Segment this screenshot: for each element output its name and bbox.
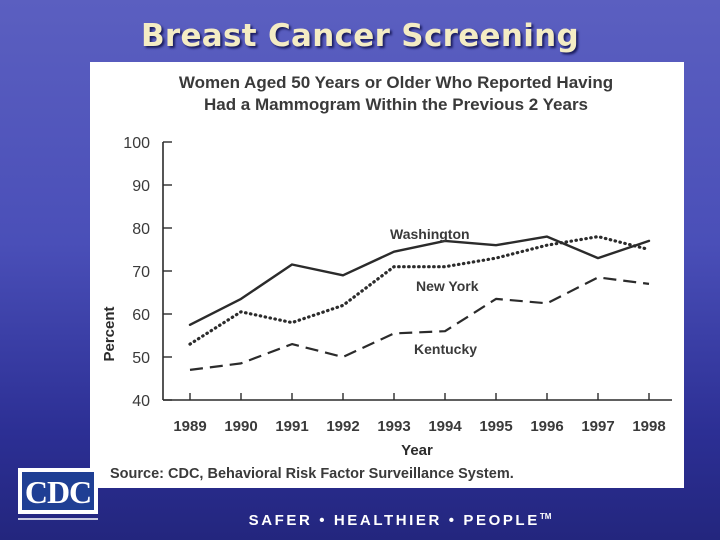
y-tick-label: 50 <box>132 350 150 367</box>
x-tick-label: 1991 <box>275 418 308 435</box>
series-lines <box>188 235 651 371</box>
cdc-logo-text: CDC <box>25 474 91 510</box>
series-line-new-york <box>188 235 651 346</box>
chart-source: Source: CDC, Behavioral Risk Factor Surv… <box>110 466 514 482</box>
x-axis-label: Year <box>401 442 433 459</box>
y-tick-label: 70 <box>132 264 150 281</box>
x-tick-label: 1992 <box>326 418 359 435</box>
slide-title: Breast Cancer Screening <box>140 18 580 54</box>
chart-title-line2: Had a Mammogram Within the Previous 2 Ye… <box>204 95 588 114</box>
y-tick-label: 80 <box>132 221 150 238</box>
cdc-logo: CDC <box>12 462 104 526</box>
y-tick-label: 40 <box>132 393 150 410</box>
chart-panel: Women Aged 50 Years or Older Who Reporte… <box>90 62 684 488</box>
x-tick-label: 1995 <box>479 418 512 435</box>
series-label-washington: Washington <box>390 226 470 242</box>
chart-axes <box>162 142 672 401</box>
series-label-kentucky: Kentucky <box>414 341 477 357</box>
y-tick-label: 100 <box>123 135 150 152</box>
line-chart: Women Aged 50 Years or Older Who Reporte… <box>101 73 672 482</box>
tagline: SAFER • HEALTHIER • PEOPLETM <box>120 512 680 529</box>
x-tick-label: 1990 <box>224 418 257 435</box>
x-tick-label: 1996 <box>530 418 563 435</box>
x-tick-label: 1997 <box>581 418 614 435</box>
series-labels: Washington New York Kentucky <box>390 226 479 357</box>
series-label-new-york: New York <box>416 278 479 294</box>
x-tick-label: 1989 <box>173 418 206 435</box>
x-tick-label: 1993 <box>377 418 410 435</box>
y-tick-label: 60 <box>132 307 150 324</box>
series-line-washington <box>188 235 651 326</box>
chart-title-line1: Women Aged 50 Years or Older Who Reporte… <box>179 73 613 92</box>
x-axis-ticks: 1989 1990 1991 1992 1993 1994 1995 1996 1997 1998 <box>173 393 666 435</box>
tagline-text: SAFER • HEALTHIER • PEOPLE <box>248 512 540 529</box>
y-axis-ticks: 40 50 60 70 80 90 100 <box>123 135 172 410</box>
x-tick-label: 1994 <box>428 418 462 435</box>
x-tick-label: 1998 <box>632 418 665 435</box>
y-axis-label: Percent <box>101 306 118 361</box>
y-tick-label: 90 <box>132 178 150 195</box>
trademark-mark: TM <box>539 512 552 521</box>
series-line-kentucky <box>189 276 650 371</box>
